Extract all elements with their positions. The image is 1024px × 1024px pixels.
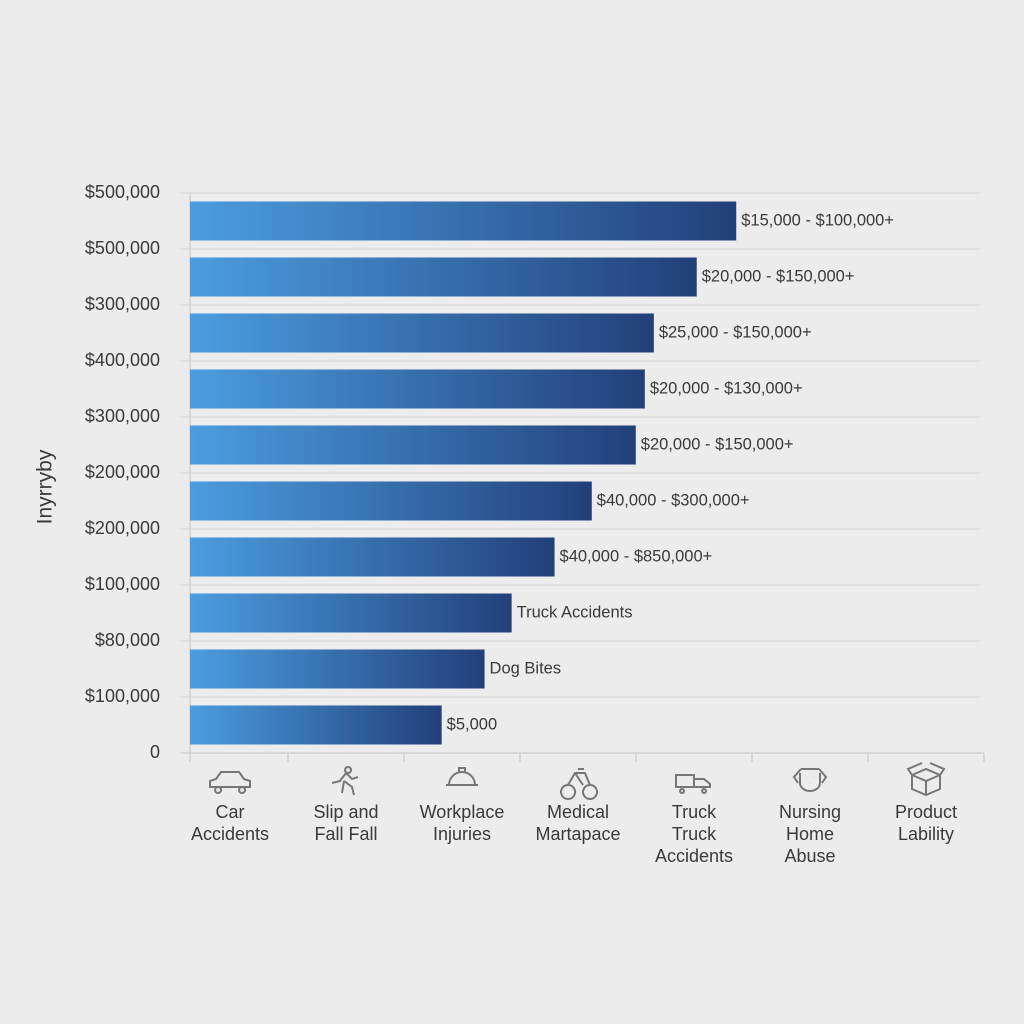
x-tick-label: Injuries [433,824,491,844]
category-icon [209,771,251,794]
y-label: $80,000 [95,630,160,650]
category-icon [906,762,946,797]
x-tick-label: Product [895,802,957,822]
x-tick-label: Abuse [784,846,835,866]
bar [190,537,555,577]
category-icon [446,767,478,786]
x-tick-label: Accidents [191,824,269,844]
bar [190,649,485,689]
y-label: $100,000 [85,686,160,706]
value-label: $20,000 - $150,000+ [641,435,794,453]
bar [190,313,654,353]
x-tick-label: Medical [547,802,609,822]
value-label: $5,000 [447,715,497,733]
x-tick-label: Nursing [779,802,841,822]
bar [190,369,645,409]
bar [190,481,592,521]
bar [190,201,737,241]
x-tick-label: Truck [672,824,717,844]
y-label: $100,000 [85,574,160,594]
value-label: $40,000 - $300,000+ [597,491,750,509]
category-icon [560,768,599,800]
category-icon [792,768,828,792]
x-tick-label: Lability [898,824,954,844]
y-axis-title: Inyrryby [34,449,57,524]
y-label: $200,000 [85,518,160,538]
y-label: $500,000 [85,238,160,258]
y-label: $200,000 [85,462,160,482]
y-label: $300,000 [85,294,160,314]
category-icon [331,766,359,796]
bar [190,425,636,465]
value-label: $20,000 - $130,000+ [650,379,803,397]
value-label: Dog Bites [490,659,562,677]
y-label: 0 [150,742,160,762]
bar [190,705,442,745]
bar [190,257,697,297]
x-tick-label: Workplace [420,802,505,822]
x-tick-label: Fall Fall [314,824,377,844]
y-label: $300,000 [85,406,160,426]
x-tick-label: Martapace [535,824,620,844]
x-tick-label: Truck [672,802,717,822]
x-tick-label: Slip and [313,802,378,822]
x-tick-label: Accidents [655,846,733,866]
value-label: $25,000 - $150,000+ [659,323,812,341]
value-label: Truck Accidents [517,603,633,621]
category-icon [675,774,711,794]
y-label: $500,000 [85,182,160,202]
bar [190,593,512,633]
y-label: $400,000 [85,350,160,370]
value-label: $15,000 - $100,000+ [741,211,894,229]
value-label: $20,000 - $150,000+ [702,267,855,285]
value-label: $40,000 - $850,000+ [560,547,713,565]
x-tick-label: Car [215,802,244,822]
x-tick-label: Home [786,824,834,844]
